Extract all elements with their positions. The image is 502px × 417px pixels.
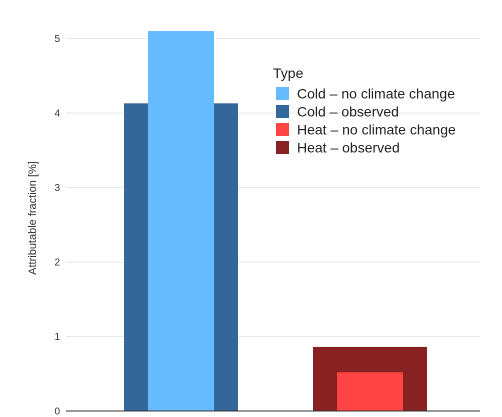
legend-swatch-0 [276, 87, 289, 100]
legend-title: Type [273, 65, 304, 81]
legend-swatch-2 [276, 123, 289, 136]
bar-heat-no-climate-change [337, 372, 403, 411]
bar-cold-no-climate-change [148, 31, 214, 412]
y-tick-label-2: 2 [54, 258, 60, 269]
legend: Type Cold – no climate change Cold – obse… [273, 65, 456, 156]
y-tick-label-1: 1 [54, 332, 60, 343]
legend-label-2: Heat – no climate change [297, 122, 456, 138]
legend-label-0: Cold – no climate change [297, 86, 455, 102]
legend-label-3: Heat – observed [297, 140, 400, 156]
y-tick-label-3: 3 [54, 183, 60, 194]
y-tick-label-0: 0 [54, 407, 60, 417]
legend-swatch-1 [276, 105, 289, 118]
y-tick-label-4: 4 [54, 109, 60, 120]
y-tick-label-5: 5 [54, 34, 60, 45]
legend-label-1: Cold – observed [297, 104, 399, 120]
y-axis-title: Attributable fraction [%] [27, 161, 39, 275]
bars [124, 31, 427, 412]
legend-swatch-3 [276, 141, 289, 154]
